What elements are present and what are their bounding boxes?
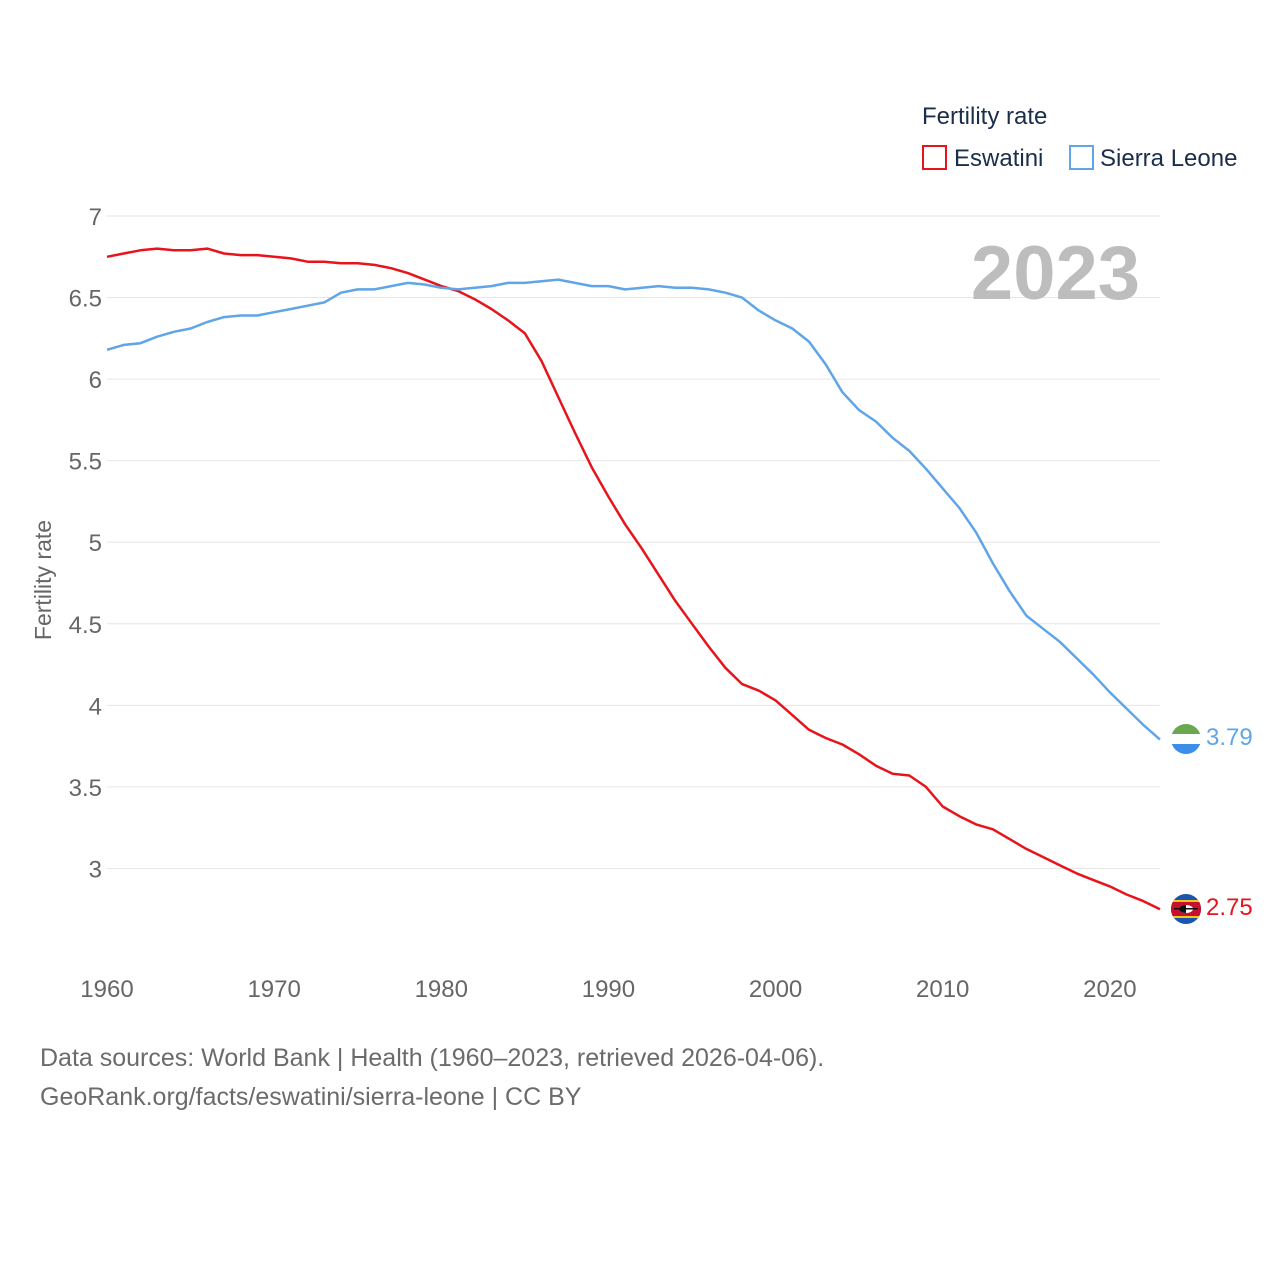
line-chart: 3 3.5 4 4.5 5 5.5 6 6.5 7 1960 1970 1980 1990 2000 20… <box>30 103 1253 1003</box>
sierra-leone-flag-icon <box>1171 724 1201 754</box>
y-tick-label: 4.5 <box>69 612 102 639</box>
x-axis-ticks: 1960 1970 1980 1990 2000 2010 2020 <box>80 976 1136 1003</box>
legend-swatch-eswatini[interactable] <box>922 145 947 170</box>
y-axis-label: Fertility rate <box>30 520 56 640</box>
y-tick-label: 7 <box>89 204 102 231</box>
gridlines <box>107 215 1160 869</box>
eswatini-flag-icon <box>1171 894 1201 924</box>
license-link[interactable]: GeoRank.org/facts/eswatini/sierra-leone … <box>40 1083 582 1111</box>
x-tick-label: 1990 <box>582 976 635 1003</box>
y-tick-label: 3 <box>89 856 102 883</box>
y-tick-label: 6 <box>89 367 102 394</box>
legend: Fertility rate Eswatini Sierra Leone <box>922 103 1237 172</box>
x-tick-label: 1980 <box>415 976 468 1003</box>
y-tick-label: 5.5 <box>69 449 102 476</box>
y-tick-label: 4 <box>89 693 102 720</box>
legend-swatch-sierra-leone[interactable] <box>1069 145 1094 170</box>
x-tick-label: 2000 <box>749 976 802 1003</box>
y-axis-ticks: 3 3.5 4 4.5 5 5.5 6 6.5 7 <box>69 204 102 883</box>
legend-label-eswatini[interactable]: Eswatini <box>954 145 1043 172</box>
data-sources-note: Data sources: World Bank | Health (1960–… <box>40 1044 825 1072</box>
x-tick-label: 1960 <box>80 976 133 1003</box>
end-label-eswatini: 2.75 <box>1206 894 1253 921</box>
series-lines <box>106 247 1161 911</box>
x-tick-label: 1970 <box>247 976 300 1003</box>
x-tick-label: 2010 <box>916 976 969 1003</box>
y-tick-label: 5 <box>89 530 102 557</box>
legend-title: Fertility rate <box>922 103 1047 130</box>
series-line-sierra-leone[interactable] <box>106 278 1161 741</box>
end-label-sierra-leone: 3.79 <box>1206 724 1253 751</box>
series-line-eswatini[interactable] <box>106 247 1161 911</box>
y-tick-label: 3.5 <box>69 775 102 802</box>
x-tick-label: 2020 <box>1083 976 1136 1003</box>
legend-label-sierra-leone[interactable]: Sierra Leone <box>1100 145 1237 172</box>
year-watermark: 2023 <box>971 231 1140 316</box>
y-tick-label: 6.5 <box>69 286 102 313</box>
